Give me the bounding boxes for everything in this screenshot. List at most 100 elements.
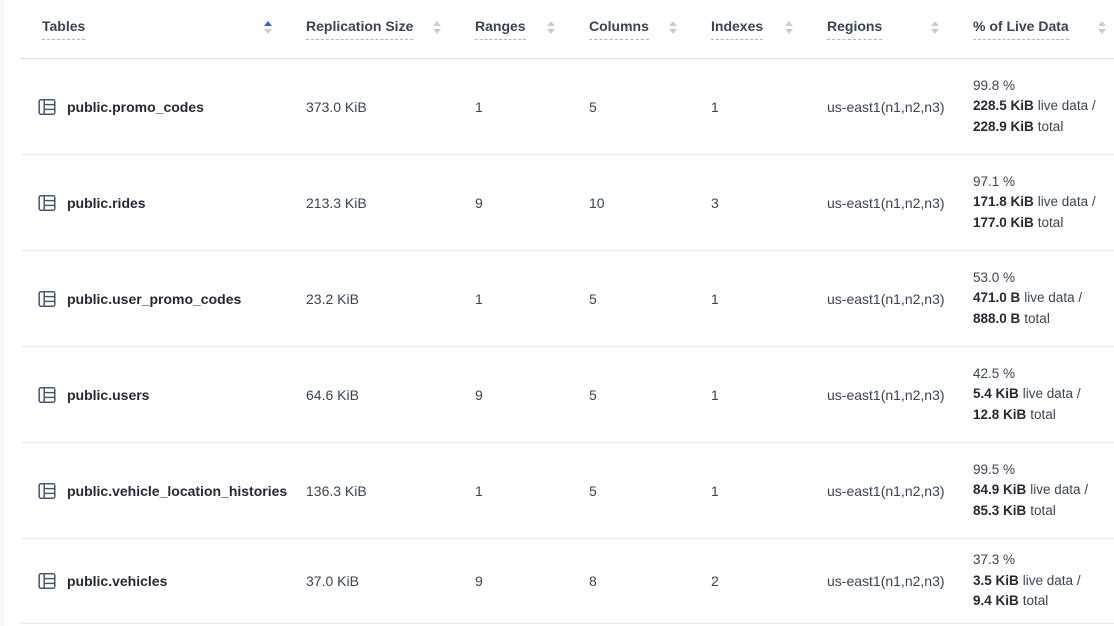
live-data-line: 5.4 KiB live data / (973, 386, 1081, 402)
column-header-regions[interactable]: Regions (807, 0, 953, 58)
columns-cell: 5 (589, 98, 597, 115)
table-name-cell: public.users (20, 347, 286, 442)
ranges-cell: 1 (475, 290, 483, 307)
table-name-cell: public.rides (20, 155, 286, 250)
sort-icon[interactable] (547, 20, 555, 34)
table-row[interactable]: public.users 64.6 KiB 9 5 1 us-east1(n1,… (20, 347, 1114, 443)
total-data-line: 228.9 KiB total (973, 118, 1064, 134)
sort-asc-icon[interactable] (264, 20, 272, 34)
total-data-line: 177.0 KiB total (973, 214, 1064, 230)
sort-icon[interactable] (433, 20, 441, 34)
table-header: Tables Replication Size Ranges Columns I… (20, 0, 1114, 59)
total-data-line: 9.4 KiB total (973, 593, 1049, 609)
column-header-columns[interactable]: Columns (569, 0, 691, 58)
table-row[interactable]: public.rides 213.3 KiB 9 10 3 us-east1(n… (20, 155, 1114, 251)
indexes-cell: 3 (711, 194, 719, 211)
sort-icon[interactable] (931, 20, 939, 34)
table-row[interactable]: public.promo_codes 373.0 KiB 1 5 1 us-ea… (20, 59, 1114, 155)
tables-list: Tables Replication Size Ranges Columns I… (20, 0, 1114, 624)
live-data-line: 171.8 KiB live data / (973, 194, 1096, 210)
table-name-link[interactable]: public.rides (67, 194, 146, 211)
column-header-label: Columns (589, 18, 649, 40)
columns-cell: 5 (589, 386, 597, 403)
ranges-cell: 9 (475, 194, 483, 211)
total-data-line: 85.3 KiB total (973, 502, 1056, 518)
live-data-line: 228.5 KiB live data / (973, 98, 1096, 114)
regions-cell: us-east1(n1,n2,n3) (827, 386, 945, 403)
replication-size-cell: 64.6 KiB (306, 386, 359, 403)
table-icon (37, 481, 57, 501)
live-percent: 99.5 % (973, 461, 1016, 477)
table-icon (37, 571, 57, 591)
column-header-label: Replication Size (306, 18, 414, 40)
live-data-line: 84.9 KiB live data / (973, 482, 1089, 498)
live-data-cell: 37.3 % 3.5 KiB live data / 9.4 KiB total (953, 539, 1114, 623)
table-name-link[interactable]: public.vehicle_location_histories (67, 482, 288, 499)
regions-cell: us-east1(n1,n2,n3) (827, 482, 945, 499)
sort-icon[interactable] (785, 20, 793, 34)
table-icon (37, 193, 57, 213)
live-data-cell: 99.5 % 84.9 KiB live data / 85.3 KiB total (953, 443, 1114, 538)
columns-cell: 8 (589, 573, 597, 589)
sort-icon[interactable] (669, 20, 677, 34)
replication-size-cell: 373.0 KiB (306, 98, 367, 115)
ranges-cell: 9 (475, 386, 483, 403)
column-header-tables[interactable]: Tables (20, 0, 286, 58)
column-header-label: % of Live Data (973, 18, 1069, 40)
indexes-cell: 1 (711, 386, 719, 403)
regions-cell: us-east1(n1,n2,n3) (827, 194, 945, 211)
live-percent: 37.3 % (973, 552, 1016, 568)
live-percent: 53.0 % (973, 269, 1016, 285)
table-icon (37, 97, 57, 117)
live-percent: 97.1 % (973, 173, 1016, 189)
total-data-line: 12.8 KiB total (973, 406, 1056, 422)
column-header-indexes[interactable]: Indexes (691, 0, 807, 58)
table-row[interactable]: public.user_promo_codes 23.2 KiB 1 5 1 u… (20, 251, 1114, 347)
table-name-cell: public.vehicles (20, 539, 286, 623)
live-percent: 99.8 % (973, 77, 1016, 93)
column-header-replication-size[interactable]: Replication Size (286, 0, 455, 58)
live-percent: 42.5 % (973, 365, 1016, 381)
indexes-cell: 1 (711, 290, 719, 307)
table-name-cell: public.vehicle_location_histories (20, 443, 288, 538)
ranges-cell: 1 (475, 98, 483, 115)
replication-size-cell: 136.3 KiB (306, 482, 367, 499)
live-data-line: 3.5 KiB live data / (973, 572, 1081, 588)
table-name-link[interactable]: public.promo_codes (67, 98, 204, 115)
page-edge-strip (0, 0, 4, 626)
columns-cell: 10 (589, 194, 605, 211)
replication-size-cell: 37.0 KiB (306, 573, 359, 589)
sort-icon[interactable] (1098, 20, 1106, 34)
table-name-link[interactable]: public.users (67, 386, 150, 403)
table-row[interactable]: public.vehicle_location_histories 136.3 … (20, 443, 1114, 539)
replication-size-cell: 23.2 KiB (306, 290, 359, 307)
indexes-cell: 1 (711, 98, 719, 115)
column-header-label: Tables (42, 18, 86, 40)
ranges-cell: 1 (475, 482, 483, 499)
column-header-ranges[interactable]: Ranges (455, 0, 569, 58)
ranges-cell: 9 (475, 573, 483, 589)
column-header-label: Indexes (711, 18, 764, 40)
table-name-cell: public.user_promo_codes (20, 251, 286, 346)
regions-cell: us-east1(n1,n2,n3) (827, 573, 945, 589)
indexes-cell: 2 (711, 573, 719, 589)
table-name-link[interactable]: public.vehicles (67, 573, 168, 589)
table-row[interactable]: public.vehicles 37.0 KiB 9 8 2 us-east1(… (20, 539, 1114, 624)
live-data-cell: 97.1 % 171.8 KiB live data / 177.0 KiB tot… (953, 155, 1114, 250)
live-data-cell: 99.8 % 228.5 KiB live data / 228.9 KiB tot… (953, 59, 1114, 154)
regions-cell: us-east1(n1,n2,n3) (827, 98, 945, 115)
live-data-cell: 42.5 % 5.4 KiB live data / 12.8 KiB total (953, 347, 1114, 442)
columns-cell: 5 (589, 482, 597, 499)
table-name-link[interactable]: public.user_promo_codes (67, 290, 242, 307)
table-name-cell: public.promo_codes (20, 59, 286, 154)
column-header-live-data[interactable]: % of Live Data (953, 0, 1114, 58)
columns-cell: 5 (589, 290, 597, 307)
replication-size-cell: 213.3 KiB (306, 194, 367, 211)
indexes-cell: 1 (711, 482, 719, 499)
column-header-label: Ranges (475, 18, 526, 40)
column-header-label: Regions (827, 18, 883, 40)
regions-cell: us-east1(n1,n2,n3) (827, 290, 945, 307)
